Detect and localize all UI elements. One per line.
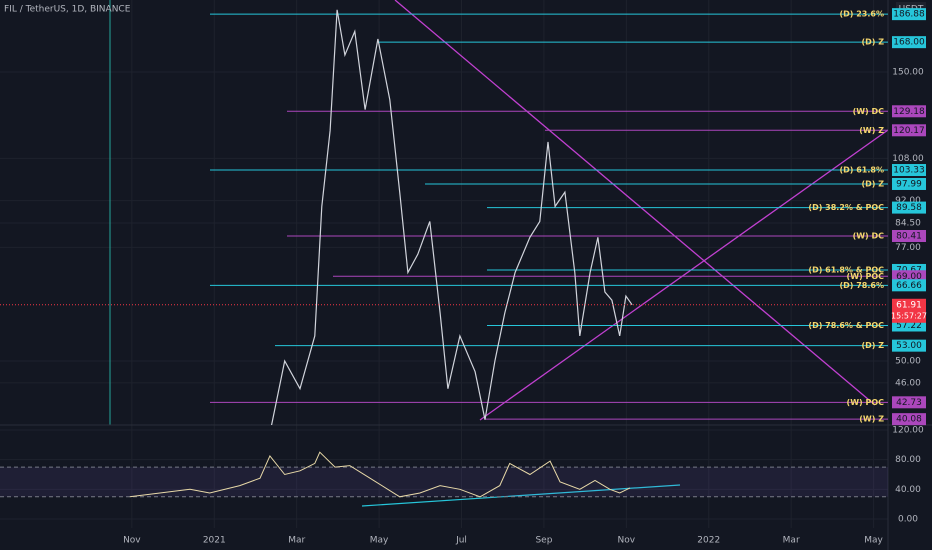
level-label: (D) 78.6% (840, 281, 885, 290)
rsi-tick-label: 120.00 (892, 425, 924, 435)
level-price: 120.17 (893, 126, 925, 136)
level-price: 66.66 (896, 281, 922, 291)
x-tick-label: May (370, 536, 389, 546)
x-tick-label: Nov (618, 536, 636, 546)
level-label: (D) 61.8% (840, 166, 885, 175)
x-tick-label: Mar (288, 536, 305, 546)
level-price-box (892, 339, 926, 352)
level-price-box (892, 8, 926, 21)
level-price-box (892, 413, 926, 426)
level-label: (D) 38.2% & POC (808, 203, 884, 212)
rsi-tick-label: 40.00 (895, 485, 921, 495)
level-label: (W) POC (847, 272, 885, 281)
level-price: 89.58 (896, 203, 922, 213)
level-label: (W) Z (859, 415, 884, 424)
y-tick-label: 77.00 (895, 243, 921, 253)
level-label: (D) Z (861, 38, 884, 47)
level-label: (W) POC (847, 398, 885, 407)
rsi-trend-line (361, 484, 681, 507)
level-price: 80.41 (896, 231, 922, 241)
y-tick-label: 150.00 (892, 67, 924, 77)
rsi-tick-label: 80.00 (895, 455, 921, 465)
level-price: 53.00 (896, 341, 922, 351)
level-price: 42.73 (896, 398, 922, 408)
level-price: 69.00 (896, 272, 922, 282)
level-label: (D) Z (861, 179, 884, 188)
x-tick-label: Sep (535, 536, 552, 546)
y-tick-label: 92.00 (895, 196, 921, 206)
x-tick-label: 2021 (203, 536, 226, 546)
level-price: 186.88 (893, 10, 925, 20)
rsi-tick-label: 0.00 (898, 515, 918, 525)
level-price-box (892, 177, 926, 190)
level-price-box (892, 105, 926, 118)
countdown: 15:57:27 (891, 311, 927, 320)
level-price: 97.99 (896, 179, 922, 189)
level-label: (D) 23.6% (840, 10, 885, 19)
x-tick-label: 2022 (697, 536, 720, 546)
level-label: (W) DC (853, 231, 885, 240)
trend-line (394, 0, 876, 406)
last-price: 61.91 (896, 300, 922, 310)
level-label: (D) 78.6% & POC (808, 321, 884, 330)
level-price-box (892, 124, 926, 137)
x-tick-label: Jul (455, 536, 467, 546)
y-tick-label: 50.00 (895, 356, 921, 366)
level-label: (W) DC (853, 107, 885, 116)
level-price-box (892, 201, 926, 214)
level-label: (D) Z (861, 341, 884, 350)
level-price-box (892, 229, 926, 242)
level-price-box (892, 164, 926, 177)
grid (0, 0, 888, 528)
level-price: 129.18 (893, 107, 925, 117)
trend-line (479, 129, 889, 421)
chart-title: FIL / TetherUS, 1D, BINANCE (4, 5, 131, 15)
x-tick-label: May (864, 536, 883, 546)
x-tick-label: Mar (783, 536, 800, 546)
last-price-box (892, 298, 926, 323)
level-price: 103.33 (893, 166, 925, 176)
level-price: 168.00 (893, 38, 925, 48)
y-tick-label: 46.00 (895, 378, 921, 388)
x-tick-label: Nov (123, 536, 141, 546)
price-line (270, 9, 633, 425)
y-tick-label: 108.00 (892, 154, 924, 164)
level-price-box (892, 36, 926, 49)
level-price: 40.08 (896, 415, 922, 425)
level-price: 57.22 (896, 321, 922, 331)
level-price-box (892, 270, 926, 283)
y-tick-label: 84.50 (895, 218, 921, 228)
rsi-line (129, 451, 631, 498)
level-price-box (892, 396, 926, 409)
level-label: (D) 61.8% & POC (808, 265, 884, 274)
level-price-box (892, 279, 926, 292)
level-label: (W) Z (859, 126, 884, 135)
rsi-band (0, 467, 888, 497)
